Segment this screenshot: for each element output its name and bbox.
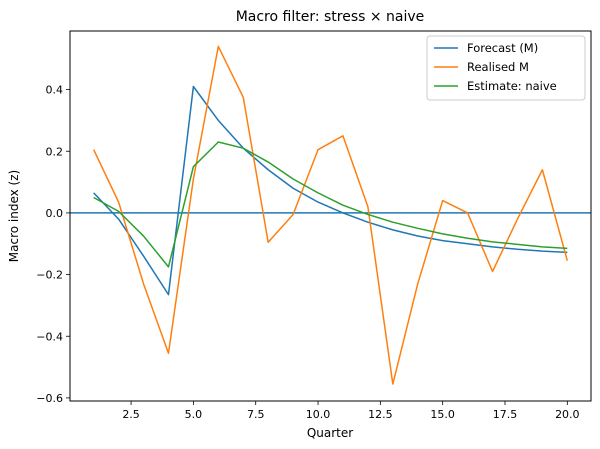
y-tick-label: −0.6 (36, 392, 63, 405)
x-tick-label: 5.0 (185, 408, 203, 421)
y-axis: −0.6 −0.4 −0.2 0.0 0.2 0.4 (36, 84, 70, 405)
plot-frame (69, 30, 592, 402)
x-tick-label: 10.0 (306, 408, 331, 421)
y-tick-label: −0.2 (36, 269, 63, 282)
y-tick-label: 0.4 (46, 84, 64, 97)
x-tick-label: 12.5 (368, 408, 393, 421)
series-line-0 (93, 85, 568, 296)
legend-label: Estimate: naive (467, 79, 557, 93)
legend-box (426, 35, 586, 101)
x-tick-label: 7.5 (247, 408, 265, 421)
x-axis-label: Quarter (307, 426, 353, 440)
legend-label: Forecast (M) (467, 41, 538, 55)
legend: Forecast (M) Realised M Estimate: naive (426, 35, 586, 101)
legend-label: Realised M (467, 60, 529, 74)
y-tick-label: 0.2 (46, 145, 64, 158)
x-tick-label: 2.5 (122, 408, 140, 421)
y-tick-label: 0.0 (46, 207, 64, 220)
series-line-1 (93, 45, 569, 385)
x-axis: 2.5 5.0 7.5 10.0 12.5 15.0 17.5 20.0 (122, 401, 580, 421)
chart-title: Macro filter: stress × naive (236, 9, 425, 25)
y-axis-label: Macro index (z) (7, 170, 21, 262)
series-lines (70, 45, 591, 385)
y-tick-label: −0.4 (36, 330, 63, 343)
series-line-2 (93, 141, 568, 268)
x-tick-label: 15.0 (430, 408, 455, 421)
x-tick-label: 20.0 (555, 408, 580, 421)
x-tick-label: 17.5 (493, 408, 518, 421)
